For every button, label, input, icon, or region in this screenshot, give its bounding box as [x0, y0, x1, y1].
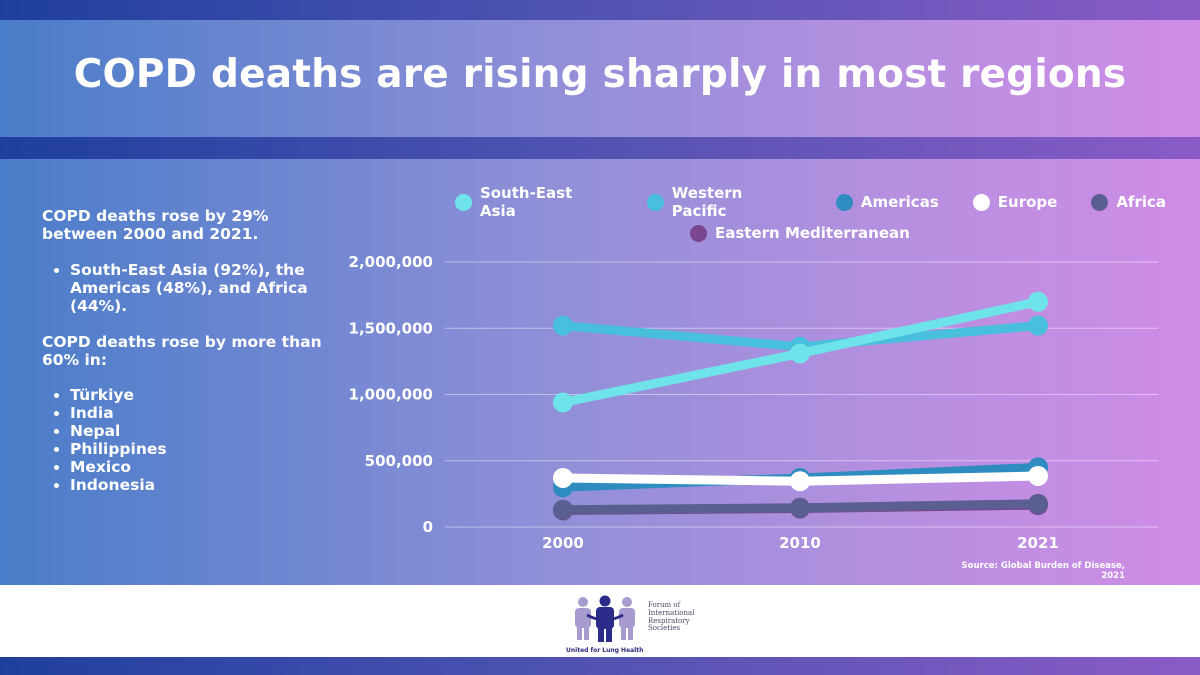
legend-item-europe: Europe — [972, 184, 1058, 220]
data-point-europe — [553, 467, 573, 488]
data-point-africa — [790, 497, 810, 518]
legend-marker — [646, 193, 664, 211]
data-point-south-east-asia — [790, 343, 810, 364]
data-point-europe — [1028, 465, 1048, 486]
legend-label: Americas — [860, 193, 939, 211]
bottom-accent-bar — [0, 657, 1200, 675]
gradient-background — [0, 20, 1200, 585]
legend-label: Europe — [997, 193, 1058, 211]
legend-label: South-East Asia — [479, 184, 573, 220]
legend-item-south-east-asia: South-East Asia — [455, 184, 613, 220]
y-tick-label: 0 — [423, 518, 433, 536]
x-tick-label: 2021 — [1017, 534, 1059, 552]
page-title: COPD deaths are rising sharply in most r… — [73, 52, 1127, 97]
legend-marker — [972, 193, 990, 211]
summary-paragraph: COPD deaths rose by 29% between 2000 and… — [42, 207, 269, 243]
chart-legend-row-2: Eastern Mediterranean — [690, 224, 944, 242]
list-item: South-East Asia (92%), the Americas (48%… — [70, 261, 332, 315]
legend-marker — [455, 193, 472, 211]
data-point-south-east-asia — [1028, 291, 1048, 312]
legend-marker — [1091, 193, 1109, 211]
y-tick-label: 500,000 — [365, 452, 433, 470]
data-point-africa — [1028, 493, 1048, 514]
top-accent-bar — [0, 0, 1200, 20]
divider-bar — [0, 137, 1200, 159]
firs-logo-icon — [575, 595, 635, 642]
list-item: Nepal — [70, 422, 332, 440]
data-point-africa — [553, 499, 573, 520]
y-tick-label: 1,000,000 — [349, 386, 433, 404]
y-tick-label: 2,000,000 — [349, 253, 433, 271]
x-tick-label: 2010 — [779, 534, 821, 552]
legend-label: Western Pacific — [671, 184, 743, 220]
list-item: Philippines — [70, 440, 332, 458]
legend-item-eastern-mediterranean: Eastern Mediterranean — [690, 224, 910, 242]
list-item: India — [70, 404, 332, 422]
y-tick-label: 1,500,000 — [349, 319, 433, 337]
data-point-western-pacific — [1028, 315, 1048, 336]
list-item: Türkiye — [70, 386, 332, 404]
logo-text: Forum of International Respiratory Socie… — [648, 601, 695, 633]
legend-marker — [690, 224, 707, 242]
list-item: Mexico — [70, 458, 332, 476]
chart-legend: South-East Asia Western Pacific Americas… — [455, 184, 1200, 220]
data-point-western-pacific — [553, 315, 573, 336]
data-point-south-east-asia — [553, 392, 573, 413]
list-item: Indonesia — [70, 476, 332, 494]
x-tick-label: 2000 — [542, 534, 584, 552]
line-chart: 2,000,000 1,500,000 1,000,000 500,000 0 2000 2… — [349, 253, 1158, 552]
legend-item-americas: Americas — [835, 184, 939, 220]
legend-label: Eastern Mediterranean — [715, 224, 910, 242]
legend-label: Africa — [1116, 193, 1166, 211]
region-increase-list: South-East Asia (92%), the Americas (48%… — [42, 261, 332, 315]
legend-item-africa: Africa — [1091, 184, 1166, 220]
logo-tagline: United for Lung Health — [566, 647, 644, 654]
legend-item-western-pacific: Western Pacific — [646, 184, 802, 220]
source-note: Source: Global Burden of Disease, 2021 — [961, 561, 1125, 581]
data-point-europe — [790, 471, 810, 492]
summary-panel: COPD deaths rose by 29% between 2000 and… — [42, 207, 332, 494]
legend-marker — [835, 193, 853, 211]
country-list: Türkiye India Nepal Philippines Mexico I… — [42, 386, 332, 494]
summary-paragraph: COPD deaths rose by more than 60% in: — [42, 333, 322, 369]
